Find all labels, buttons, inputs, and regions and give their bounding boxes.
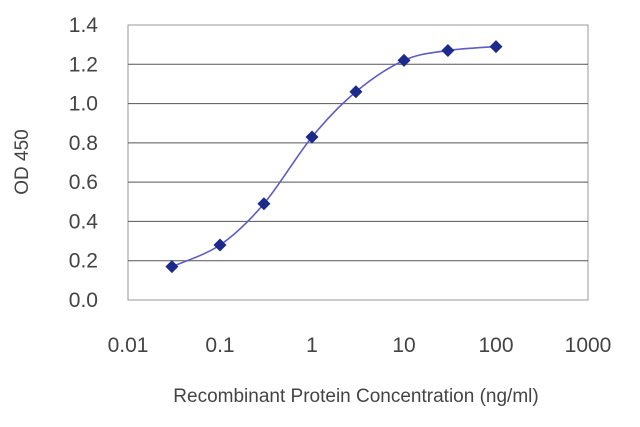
data-point xyxy=(441,44,455,58)
data-point xyxy=(489,40,503,54)
data-point xyxy=(349,85,363,99)
x-tick-label: 0.1 xyxy=(205,334,234,357)
x-tick-label: 1000 xyxy=(565,334,612,357)
x-tick-labels: 0.01 0.1 1 10 100 1000 xyxy=(108,334,612,357)
y-axis-label: OD 450 xyxy=(12,129,33,194)
x-tick-label: 0.01 xyxy=(108,334,149,357)
x-tick-label: 10 xyxy=(392,334,415,357)
y-tick-label: 1.2 xyxy=(69,53,98,76)
grid-lines xyxy=(128,63,588,262)
y-tick-label: 0.8 xyxy=(69,132,98,155)
series-layer xyxy=(165,40,503,274)
y-tick-label: 0.0 xyxy=(69,289,98,312)
y-tick-label: 1.0 xyxy=(69,93,98,116)
data-point xyxy=(213,238,227,252)
y-tick-label: 0.6 xyxy=(69,171,98,194)
y-tick-label: 0.4 xyxy=(69,210,99,233)
data-point xyxy=(165,260,179,274)
y-tick-label: 1.4 xyxy=(69,14,99,37)
x-axis-label: Recombinant Protein Concentration (ng/ml… xyxy=(173,386,538,407)
y-tick-labels: 0.0 0.2 0.4 0.6 0.8 1.0 1.2 1.4 xyxy=(69,14,99,312)
data-point xyxy=(257,197,271,211)
x-tick-label: 100 xyxy=(478,334,513,357)
y-tick-label: 0.2 xyxy=(69,250,98,273)
data-point xyxy=(397,53,411,67)
data-point xyxy=(305,130,319,144)
plot-area xyxy=(127,24,589,301)
x-tick-label: 1 xyxy=(306,334,318,357)
